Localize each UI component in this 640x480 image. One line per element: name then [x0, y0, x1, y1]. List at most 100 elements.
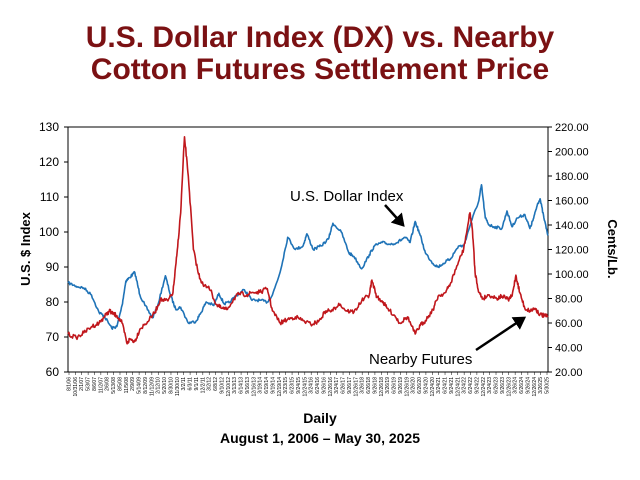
x-tick-label: 12/10/12 [226, 377, 232, 397]
x-axis: 8/1/06 10/31/06 2/1/07 5/3/07 8/6/07 11/2/07 2… [67, 372, 551, 396]
x-tick-label: 3/23/15 [283, 377, 289, 394]
x-tick-label: 8/12/09 [143, 377, 149, 394]
left-y-axis: 60 70 80 90 100 110 120 130 [39, 120, 68, 379]
x-tick-label: 12/26/17 [353, 377, 359, 397]
x-tick-label: 3/26/24 [513, 377, 519, 394]
x-tick-label: 12/2/11 [200, 377, 206, 394]
x-tick-label: 2/1/07 [79, 377, 85, 391]
x-tick-label: 6/19/14 [264, 377, 270, 394]
x-tick-label: 6/3/11 [188, 377, 194, 391]
x-tick-label: 3/26/20 [411, 377, 417, 394]
y-tick-label-right: 160.00 [555, 196, 589, 208]
x-tick-label: 3/2/12 [207, 377, 213, 391]
x-tick-label: 9/26/16 [321, 377, 327, 394]
y-tick-label-right: 40.00 [555, 343, 583, 355]
title-line-1: U.S. Dollar Index (DX) vs. Nearby [85, 21, 555, 54]
x-tick-label: 12/26/19 [404, 377, 410, 397]
y-tick-label-left: 110 [40, 190, 59, 204]
x-tick-label: 8/6/07 [92, 377, 98, 391]
x-tick-label: 9/24/21 [449, 377, 455, 394]
x-tick-label: 11/12/09 [149, 377, 155, 396]
x-tick-label: 12/24/22 [481, 377, 487, 397]
x-tick-label: 3/26/18 [360, 377, 366, 394]
x-tick-label: 12/24/20 [430, 377, 436, 397]
x-tick-label: 10/31/06 [73, 377, 79, 397]
x-tick-label: 12/16/13 [251, 377, 257, 397]
x-tick-label: 6/24/16 [315, 377, 321, 394]
x-tick-label: 12/26/24 [532, 377, 538, 397]
x-tick-label: 3/24/22 [462, 377, 468, 394]
x-tick-label: 6/14/13 [239, 377, 245, 394]
y-axis-label-right: Cents/Lb. [605, 219, 620, 278]
y-axis-label-left: U.S. $ Index [18, 211, 33, 285]
y-tick-label-left: 100 [39, 225, 59, 239]
x-tick-label: 9/26/23 [500, 377, 506, 394]
x-tick-label: 9/24/20 [423, 377, 429, 394]
x-tick-label: 6/26/17 [341, 377, 347, 394]
x-tick-label: 3/2/11 [181, 377, 187, 391]
x-tick-label: 11/30/10 [175, 377, 181, 396]
y-tick-label-right: 80.00 [555, 294, 583, 306]
x-axis-label: Daily [303, 410, 337, 426]
x-tick-label: 3/26/25 [538, 377, 544, 394]
annotation-arrow-dollar [384, 204, 405, 227]
x-tick-label: 3/24/16 [309, 377, 315, 394]
x-tick-label: 6/24/21 [443, 377, 449, 394]
x-tick-label: 3/24/23 [487, 377, 493, 394]
x-tick-label: 12/19/14 [277, 377, 283, 397]
y-tick-label-left: 120 [39, 155, 59, 169]
series-group [67, 136, 549, 345]
x-tick-label: 5/30/25 [545, 377, 551, 394]
x-tick-label: 9/26/17 [347, 377, 353, 394]
y-tick-label-left: 130 [39, 120, 59, 134]
x-tick-label: 2/12/10 [156, 377, 162, 394]
x-tick-label: 5/20/10 [162, 377, 168, 394]
y-tick-label-left: 70 [46, 330, 60, 344]
dollar-index-line [67, 184, 549, 330]
y-tick-label-left: 80 [46, 295, 60, 309]
x-tick-label: 11/5/08 [124, 377, 130, 394]
x-tick-label: 6/26/24 [519, 377, 525, 394]
x-tick-label: 9/19/14 [270, 377, 276, 394]
x-tick-label: 6/23/15 [290, 377, 296, 394]
y-tick-label-right: 60.00 [555, 318, 583, 330]
title-line-2: Cotton Futures Settlement Price [90, 53, 550, 86]
x-tick-label: 6/8/12 [213, 377, 219, 391]
x-tick-label: 9/26/19 [398, 377, 404, 394]
x-tick-label: 6/26/23 [494, 377, 500, 394]
x-tick-label: 12/26/18 [379, 377, 385, 397]
x-tick-label: 6/26/19 [392, 377, 398, 394]
x-tick-label: 9/24/15 [296, 377, 302, 394]
y-tick-label-right: 120.00 [555, 245, 589, 257]
nearby-futures-line [67, 136, 549, 345]
x-tick-label: 9/1/11 [194, 377, 200, 391]
annotation-dollar-index: U.S. Dollar Index [290, 188, 404, 205]
x-tick-label: 12/26/16 [328, 377, 334, 397]
x-tick-label: 12/26/23 [506, 377, 512, 397]
x-tick-label: 3/24/21 [436, 377, 442, 394]
plot-area [67, 126, 549, 373]
x-tick-label: 2/9/09 [130, 377, 136, 391]
x-tick-label: 12/24/21 [455, 377, 461, 397]
x-tick-label: 3/24/17 [334, 377, 340, 394]
x-tick-label: 9/24/22 [474, 377, 480, 394]
y-tick-label-right: 100.00 [555, 269, 589, 281]
x-tick-label: 2/6/08 [105, 377, 111, 391]
x-tick-label: 8/1/06 [67, 377, 73, 391]
annotation-arrow-futures [475, 316, 527, 352]
annotation-nearby-futures: Nearby Futures [369, 351, 472, 368]
x-tick-label: 11/2/07 [98, 377, 104, 394]
chart-title: U.S. Dollar Index (DX) vs. Nearby Cotton… [0, 22, 640, 86]
x-tick-label: 3/19/14 [258, 377, 264, 394]
y-tick-label-right: 180.00 [555, 171, 589, 183]
x-tick-label: 8/30/10 [168, 377, 174, 394]
y-tick-label-left: 60 [46, 365, 60, 379]
x-tick-label: 8/5/08 [117, 377, 123, 391]
x-tick-label: 5/13/08 [111, 377, 117, 394]
x-tick-label: 9/26/24 [525, 377, 531, 394]
y-tick-label-right: 220.00 [555, 122, 589, 134]
x-tick-label: 5/3/07 [86, 377, 92, 391]
x-tick-label: 9/10/12 [219, 377, 225, 394]
x-tick-label: 6/24/22 [468, 377, 474, 394]
